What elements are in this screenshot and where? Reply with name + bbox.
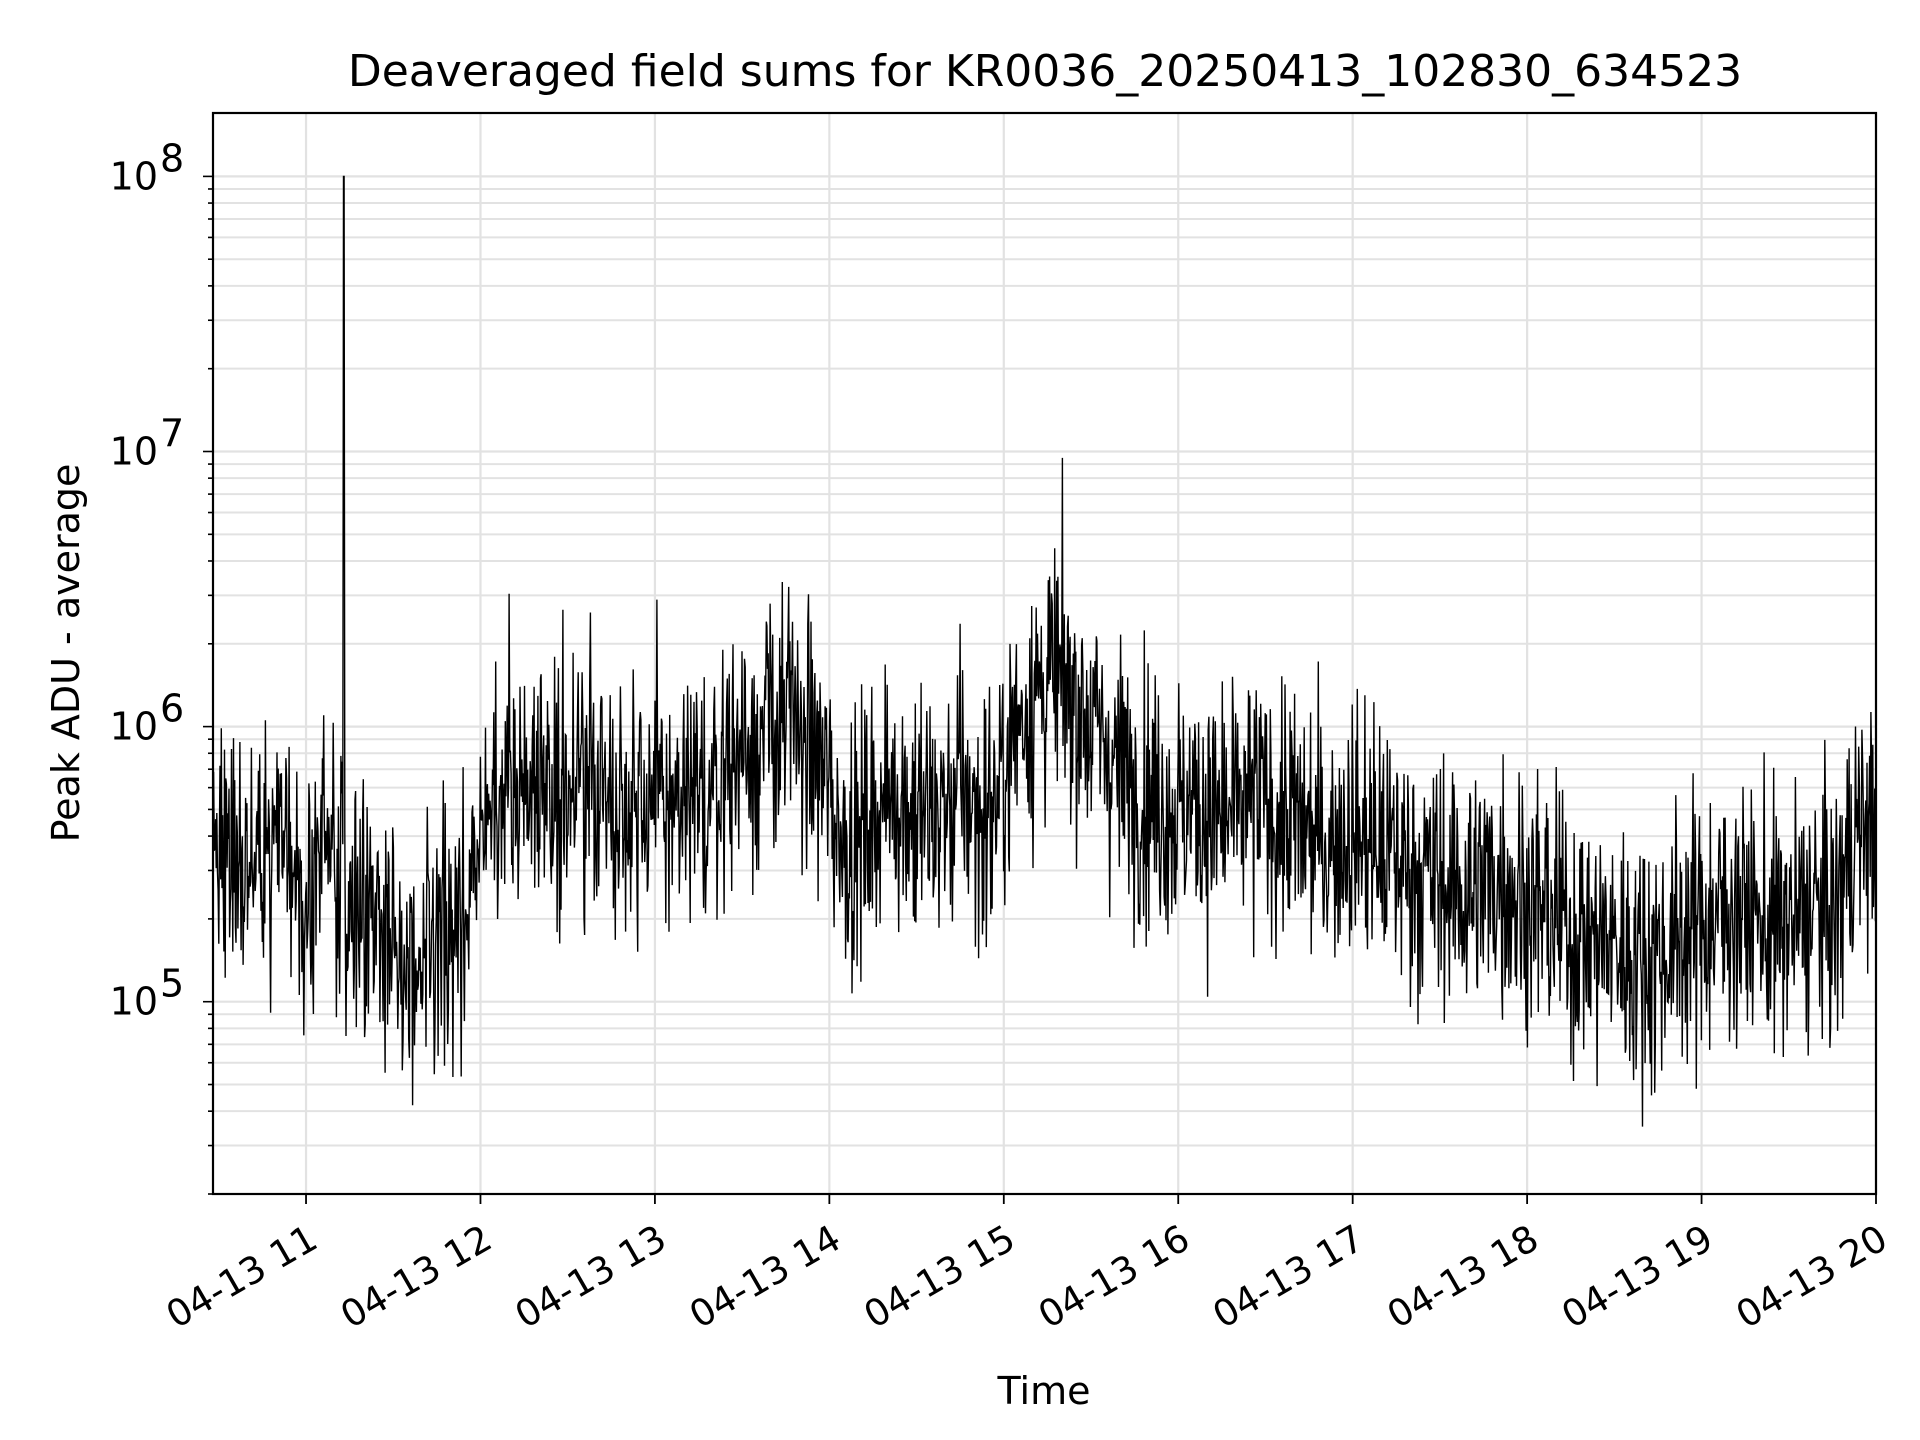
plot-frame	[211, 111, 1878, 1196]
y-tick-label: 10	[110, 154, 158, 198]
y-tick-label: 10	[110, 705, 158, 749]
y-tick-exponent: 5	[160, 962, 184, 1006]
y-tick-exponent: 7	[160, 412, 184, 456]
y-tick-label: 10	[110, 430, 158, 474]
chart-title: Deaveraged field sums for KR0036_2025041…	[348, 46, 1742, 97]
y-tick-exponent: 6	[160, 687, 184, 731]
y-tick-label: 10	[110, 980, 158, 1024]
x-axis-label: Time	[997, 1369, 1091, 1413]
y-tick-exponent: 8	[160, 136, 184, 180]
grid	[213, 113, 1878, 1195]
series-line	[212, 175, 1877, 1127]
series-lines	[212, 175, 1877, 1127]
y-axis-label: Peak ADU - average	[44, 464, 88, 843]
